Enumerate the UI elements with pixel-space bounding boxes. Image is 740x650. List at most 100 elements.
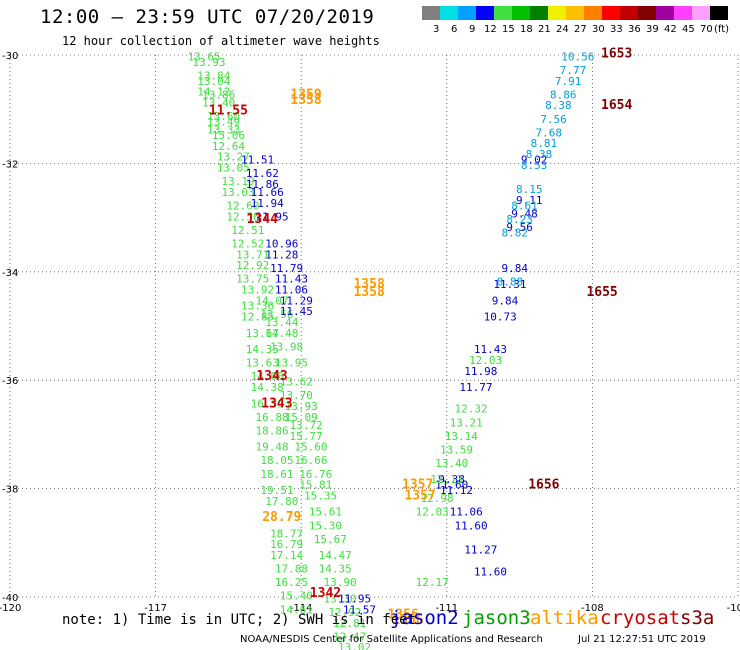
data-point-label: 8.86	[550, 88, 577, 101]
data-point-label: 1343	[261, 396, 292, 411]
x-tick-label: -108	[581, 603, 604, 614]
data-point-label: 13.40	[435, 457, 468, 470]
legend-altika: altika	[530, 607, 599, 629]
data-point-label: 1656	[528, 478, 559, 493]
data-point-label: 7.68	[535, 126, 562, 139]
data-point-label: 14.61	[280, 603, 313, 616]
legend-s3a: s3a	[680, 607, 715, 629]
scale-label: 42	[664, 24, 677, 35]
scale-label: 3	[433, 24, 440, 35]
data-point-label: 17.14	[270, 549, 303, 562]
data-point-label: 12.60	[226, 199, 259, 212]
scale-label: 9	[469, 24, 476, 35]
data-point-label: 1356	[392, 613, 423, 628]
x-tick-label: -105	[727, 603, 740, 614]
data-point-label: 13.49	[207, 115, 240, 128]
data-point-label: 11.60	[474, 565, 507, 578]
data-point-label: 15.81	[299, 479, 332, 492]
data-point-label: 13.03	[222, 186, 255, 199]
data-point-label: 11.06	[450, 506, 483, 519]
data-point-label: 16.25	[275, 576, 308, 589]
data-point-label: 16.76	[299, 468, 332, 481]
data-point-label: 15.09	[285, 411, 318, 424]
data-point-label: 18.77	[270, 527, 303, 540]
data-point-label: 9.38	[438, 473, 465, 486]
data-point-label: 14.06	[251, 370, 284, 383]
data-point-label: 8.38	[526, 148, 553, 161]
data-point-label: 12.03	[416, 506, 449, 519]
scale-swatch	[530, 6, 548, 20]
data-point-label: 11.43	[474, 343, 507, 356]
units-note: note: 1) Time is in UTC; 2) SWH is in fe…	[62, 612, 417, 628]
data-point-label: 13.02	[338, 641, 371, 650]
data-point-label: 12.13	[430, 473, 463, 486]
data-point-label: 13.98	[270, 340, 303, 353]
data-point-label: 16.88	[256, 411, 289, 424]
scale-label: 39	[646, 24, 659, 35]
scale-swatch	[656, 6, 674, 20]
data-point-label: 16.39	[251, 397, 284, 410]
scale-swatch	[620, 6, 638, 20]
data-point-label: 12.85	[241, 311, 274, 324]
x-tick-label: -111	[435, 603, 458, 614]
data-point-label: 13.70	[280, 389, 313, 402]
data-point-label: 13.93	[192, 56, 225, 69]
data-point-label: 11.98	[464, 365, 497, 378]
data-point-label: 10.96	[265, 237, 298, 250]
legend-jason2: jason2	[390, 607, 459, 629]
scale-swatch	[458, 6, 476, 20]
scale-label: 18	[520, 24, 533, 35]
data-point-label: 13.95	[275, 357, 308, 370]
data-point-label: 7.56	[540, 113, 567, 126]
data-point-label: 18.61	[260, 468, 293, 481]
y-tick-label: -36	[2, 376, 18, 387]
data-point-label: 19.51	[260, 484, 293, 497]
data-point-label: 1342	[310, 586, 341, 601]
data-point-label: 14.48	[265, 327, 298, 340]
data-point-label: 1344	[247, 212, 278, 227]
data-point-label: 11.45	[280, 305, 313, 318]
scale-swatch	[440, 6, 458, 20]
data-point-label: 13.59	[440, 443, 473, 456]
data-point-label: 11.95	[338, 592, 371, 605]
scale-swatch	[710, 6, 728, 20]
data-point-label: 14.12	[197, 86, 230, 99]
data-point-label: 17.88	[275, 563, 308, 576]
data-point-label: 13.71	[236, 248, 269, 261]
scale-swatch	[476, 6, 494, 20]
data-point-label: 11.12	[440, 484, 473, 497]
data-point-label: 12.81	[333, 617, 366, 630]
data-point-label: 11.95	[256, 210, 289, 223]
y-tick-label: -34	[2, 268, 18, 279]
data-point-label: 12.17	[416, 576, 449, 589]
data-point-label: 13.92	[241, 283, 274, 296]
data-point-label: 19.48	[256, 441, 289, 454]
data-point-label: 15.35	[304, 489, 337, 502]
data-point-label: 13.44	[265, 316, 298, 329]
data-point-label: 12.32	[455, 403, 488, 416]
data-point-label: 11.51	[241, 153, 274, 166]
data-point-label: 15.77	[289, 430, 322, 443]
data-point-label: 8.38	[545, 99, 572, 112]
data-point-label: 10.73	[484, 311, 517, 324]
data-point-label: 12.92	[236, 259, 269, 272]
scale-swatch	[548, 6, 566, 20]
data-point-label: 9.84	[501, 262, 528, 275]
data-point-label: 13.04	[197, 75, 230, 88]
legend-jason3: jason3	[462, 607, 531, 629]
data-point-label: 13.93	[285, 400, 318, 413]
data-point-label: 9.48	[511, 208, 538, 221]
data-point-label: 13.40	[202, 96, 235, 109]
data-point-label: 11.77	[459, 381, 492, 394]
data-point-label: 10.56	[561, 50, 594, 63]
data-point-label: 1357	[402, 478, 433, 493]
data-point-label: 13.56	[260, 308, 293, 321]
data-point-label: 11.06	[275, 283, 308, 296]
data-point-label: 1358	[290, 93, 321, 108]
data-point-label: 1655	[586, 285, 617, 300]
data-point-label: 12.03	[469, 354, 502, 367]
data-point-label: 1359	[290, 87, 321, 102]
scale-label: 70	[700, 24, 713, 35]
data-point-label: 16.79	[270, 538, 303, 551]
